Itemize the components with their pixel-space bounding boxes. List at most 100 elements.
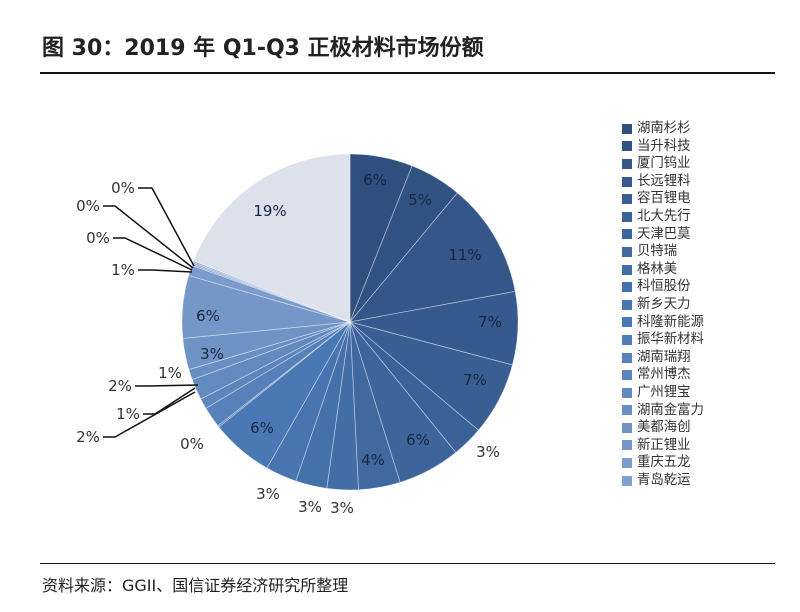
legend: 湖南杉杉当升科技厦门钨业 长远锂科容百锂电 北大先行 天津巴莫贝特瑞 格林美科恒股份 新乡…	[622, 120, 704, 489]
legend-label: 美都海创	[637, 420, 691, 436]
pie-slice	[349, 321, 513, 431]
leader-line	[138, 269, 193, 273]
legend-swatch	[622, 282, 632, 293]
data-label: 6%	[250, 419, 274, 437]
legend-item: 长远锂科	[622, 173, 704, 191]
legend-label: 新乡天力	[637, 296, 691, 312]
legend-label: 新正锂业	[637, 437, 691, 453]
data-label: 6%	[363, 171, 387, 189]
pie-slice	[200, 321, 351, 409]
data-label: 3%	[256, 485, 280, 503]
legend-item: 常州博杰	[622, 366, 704, 384]
legend-swatch	[622, 458, 632, 469]
leader-line	[143, 387, 196, 415]
legend-swatch	[622, 370, 632, 381]
legend-label: 广州锂宝	[637, 384, 691, 400]
legend-label: 科隆新能源	[637, 314, 704, 330]
pie-slice	[349, 165, 459, 323]
legend-item: 格林美	[622, 261, 704, 279]
legend-label: 长远锂科	[637, 173, 691, 189]
legend-swatch	[622, 229, 632, 240]
data-label: 19%	[253, 202, 286, 220]
legend-item: 广州锂宝	[622, 384, 704, 402]
pie-slice	[192, 260, 351, 323]
legend-item: 科隆新能源	[622, 314, 704, 332]
legend-swatch	[622, 387, 632, 398]
legend-label: 当升科技	[637, 138, 691, 154]
legend-label: 天津巴莫	[637, 226, 691, 242]
legend-swatch	[622, 141, 632, 152]
pie-slice	[326, 321, 359, 491]
legend-swatch	[622, 123, 632, 134]
legend-swatch	[622, 334, 632, 345]
legend-item: 振华新材料	[622, 331, 704, 349]
legend-swatch	[622, 264, 632, 275]
data-label: 0%	[86, 229, 110, 247]
source-note: 资料来源：GGII、国信证券经济研究所整理	[42, 576, 349, 595]
figure-title: 图 30：2019 年 Q1-Q3 正极材料市场份额	[42, 36, 484, 61]
data-label: 6%	[196, 307, 220, 325]
data-label: 1%	[111, 261, 135, 279]
legend-item: 新乡天力	[622, 296, 704, 314]
legend-swatch	[622, 475, 632, 486]
leader-line	[138, 187, 195, 267]
pie-slice	[191, 321, 351, 400]
legend-swatch	[622, 246, 632, 257]
legend-swatch	[622, 176, 632, 187]
data-label: 7%	[478, 313, 502, 331]
pie-slice	[349, 321, 480, 454]
data-label: 5%	[408, 191, 432, 209]
data-label: 2%	[76, 428, 100, 446]
legend-swatch	[622, 158, 632, 169]
pie-slice	[295, 321, 351, 489]
legend-item: 北大先行	[622, 208, 704, 226]
pie-slice	[182, 321, 351, 371]
data-label: 7%	[463, 371, 487, 389]
leader-line	[135, 384, 199, 387]
data-label: 2%	[108, 377, 132, 395]
pie-slice	[205, 321, 351, 427]
pie-slice	[218, 321, 351, 469]
data-label: 11%	[448, 246, 481, 264]
pie-slice	[348, 192, 516, 323]
legend-label: 青岛乾运	[637, 472, 691, 488]
data-label: 0%	[111, 179, 135, 197]
data-label: 0%	[180, 435, 204, 453]
pie-slice	[188, 321, 351, 381]
leader-line	[103, 205, 194, 269]
legend-label: 常州博杰	[637, 367, 691, 383]
pie-slice	[349, 153, 413, 323]
legend-swatch	[622, 405, 632, 416]
data-label: 1%	[116, 405, 140, 423]
legend-label: 厦门钨业	[637, 156, 691, 172]
legend-swatch	[622, 422, 632, 433]
legend-label: 振华新材料	[637, 332, 704, 348]
legend-item: 湖南金富力	[622, 402, 704, 420]
legend-item: 青岛乾运	[622, 472, 704, 490]
legend-item: 湖南杉杉	[622, 120, 704, 138]
data-label: 3%	[330, 499, 354, 517]
pie-slice	[349, 321, 401, 491]
pie-slice	[192, 153, 351, 323]
legend-label: 重庆五龙	[637, 455, 691, 471]
title-rule	[40, 72, 775, 74]
legend-swatch	[622, 352, 632, 363]
legend-swatch	[622, 299, 632, 310]
pie-slice	[266, 321, 351, 482]
legend-item: 容百锂电	[622, 190, 704, 208]
data-label: 3%	[298, 498, 322, 516]
pie-slice	[188, 264, 351, 323]
legend-item: 当升科技	[622, 138, 704, 156]
data-label: 3%	[200, 345, 224, 363]
legend-label: 湖南瑞翔	[637, 349, 691, 365]
legend-label: 贝特瑞	[637, 244, 678, 260]
legend-item: 新正锂业	[622, 437, 704, 455]
legend-swatch	[622, 440, 632, 451]
leader-line	[103, 391, 196, 438]
legend-label: 湖南杉杉	[637, 121, 691, 136]
legend-label: 格林美	[637, 261, 678, 277]
legend-label: 容百锂电	[637, 191, 691, 207]
legend-item: 美都海创	[622, 419, 704, 437]
legend-label: 科恒股份	[637, 279, 691, 295]
